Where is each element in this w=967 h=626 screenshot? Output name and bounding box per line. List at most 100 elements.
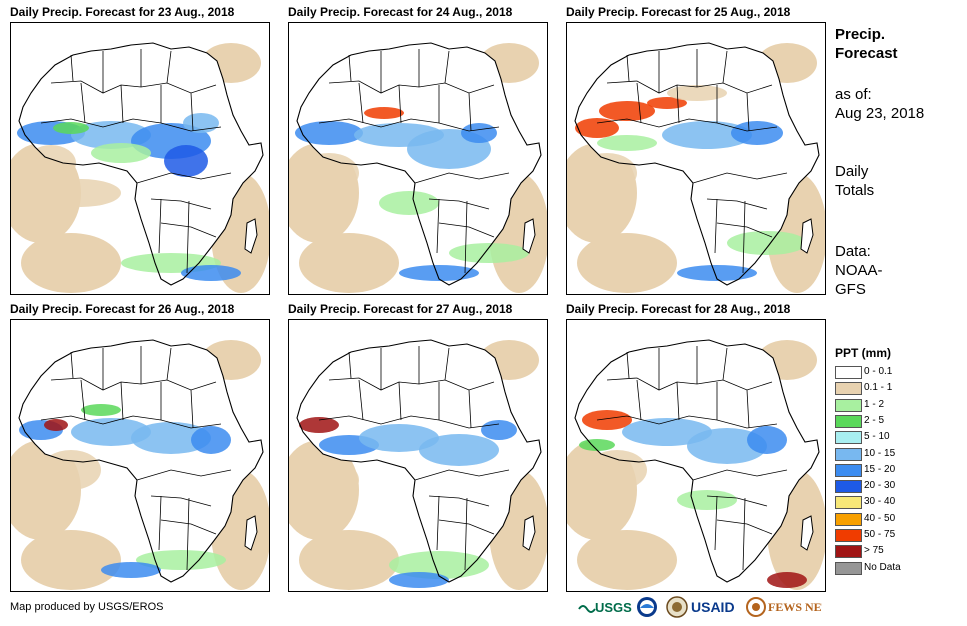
madagascar — [800, 515, 814, 551]
country-border — [318, 118, 500, 132]
precip-area — [181, 265, 241, 281]
precip-area-light — [577, 233, 677, 293]
africa-map-svg — [289, 339, 547, 590]
legend-title: PPT (mm) — [835, 346, 892, 360]
country-border — [606, 80, 773, 94]
precip-area — [419, 434, 499, 466]
precip-area — [101, 562, 161, 578]
precip-area — [131, 422, 211, 454]
africa-map-svg — [11, 339, 269, 590]
legend-swatch — [835, 561, 862, 575]
country-border — [358, 379, 472, 429]
precip-area — [71, 121, 151, 149]
legend-label: 2 - 5 — [864, 414, 885, 426]
legend-label: 0.1 - 1 — [864, 382, 893, 394]
legend-label: > 75 — [864, 545, 884, 557]
forecast-panel: Daily Precip. Forecast for 28 Aug., 2018 — [566, 302, 826, 592]
precip-area — [575, 118, 619, 138]
precip-area — [677, 265, 757, 281]
heading-line1: Precip. — [835, 26, 886, 43]
country-border — [636, 379, 750, 429]
precip-area — [164, 145, 208, 177]
precip-map — [566, 22, 826, 295]
legend-swatch — [835, 545, 862, 559]
legend-label: 0 - 0.1 — [864, 366, 893, 377]
country-border — [40, 415, 222, 429]
panel-title: Daily Precip. Forecast for 26 Aug., 2018 — [10, 302, 235, 316]
country-border — [596, 415, 778, 429]
precip-area-light — [577, 530, 677, 590]
legend-label: 30 - 40 — [864, 496, 896, 508]
coastline — [18, 42, 264, 286]
data-line1: Data: — [835, 243, 871, 260]
coastline — [574, 42, 820, 286]
legend-swatch — [835, 512, 862, 526]
africa-landmass — [19, 43, 263, 285]
precip-area — [191, 426, 231, 454]
precip-area — [587, 450, 647, 490]
precip-area — [299, 417, 339, 433]
precip-area — [41, 179, 121, 207]
legend-swatch — [835, 529, 862, 542]
precip-area — [727, 231, 807, 255]
side-asof: as of: Aug 23, 2018 — [835, 85, 924, 123]
precip-area — [677, 490, 737, 510]
precip-area — [662, 121, 752, 149]
madagascar — [522, 515, 536, 551]
data-line3: GFS — [835, 281, 866, 298]
panel-title: Daily Precip. Forecast for 25 Aug., 2018 — [566, 5, 791, 19]
legend-swatch — [835, 398, 862, 412]
forecast-panel: Daily Precip. Forecast for 26 Aug., 2018 — [10, 302, 270, 592]
precip-area — [91, 143, 151, 163]
map-credit: Map produced by USGS/EROS — [10, 601, 164, 613]
precip-area — [481, 420, 517, 440]
forecast-panel: Daily Precip. Forecast for 23 Aug., 2018 — [10, 5, 270, 295]
country-border — [714, 495, 746, 571]
precip-area — [81, 404, 121, 416]
country-border — [318, 415, 500, 429]
legend-label: 20 - 30 — [864, 480, 896, 492]
country-border — [636, 82, 750, 132]
country-border — [328, 377, 495, 391]
asof-label: as of: — [835, 86, 872, 103]
madagascar — [522, 218, 536, 254]
precip-map — [10, 319, 270, 592]
coastline — [296, 339, 542, 583]
precip-area — [667, 85, 727, 101]
legend-label: 5 - 10 — [864, 431, 890, 443]
heading-line2: Forecast — [835, 45, 898, 62]
precip-area — [599, 101, 655, 121]
precip-map — [288, 22, 548, 295]
precip-area — [687, 428, 767, 464]
country-border — [158, 198, 190, 274]
country-border — [596, 118, 778, 132]
precip-area — [622, 418, 712, 446]
country-border — [136, 172, 232, 184]
precip-area-light — [21, 530, 121, 590]
precip-area — [379, 191, 439, 215]
panel-title: Daily Precip. Forecast for 27 Aug., 2018 — [288, 302, 513, 316]
panel-title: Daily Precip. Forecast for 23 Aug., 2018 — [10, 5, 235, 19]
precip-area — [582, 410, 632, 430]
precip-area — [399, 265, 479, 281]
data-line2: NOAA- — [835, 262, 883, 279]
africa-landmass — [297, 43, 541, 285]
coastline — [18, 339, 264, 583]
country-border — [436, 495, 468, 571]
country-border — [70, 346, 172, 390]
precip-area — [731, 121, 783, 145]
precip-area — [53, 122, 89, 134]
country-border — [80, 82, 194, 132]
legend-swatch — [835, 414, 862, 428]
precip-area — [359, 424, 439, 452]
precip-area — [299, 460, 359, 500]
forecast-panel: Daily Precip. Forecast for 27 Aug., 2018 — [288, 302, 548, 592]
precip-area-light — [299, 530, 399, 590]
precip-map — [288, 319, 548, 592]
legend-label: 10 - 15 — [864, 447, 896, 459]
precip-area — [71, 418, 151, 446]
precip-area — [597, 135, 657, 151]
country-border — [50, 377, 217, 391]
side-data-source: Data: NOAA- GFS — [835, 242, 883, 299]
usaid-logo: USAID — [690, 596, 744, 618]
